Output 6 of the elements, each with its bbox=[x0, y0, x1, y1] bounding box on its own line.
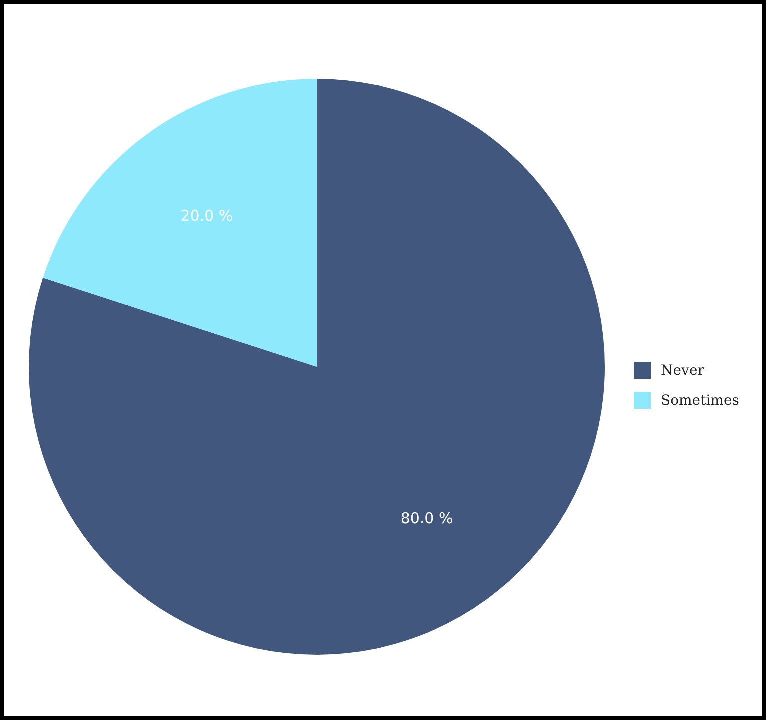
pie-slice bbox=[29, 79, 605, 655]
pie-slice bbox=[43, 79, 317, 367]
legend-label: Never bbox=[661, 363, 705, 379]
data-label: 20.0 % bbox=[180, 206, 234, 225]
legend-label: Sometimes bbox=[661, 393, 740, 409]
data-label: 80.0 % bbox=[400, 510, 454, 528]
